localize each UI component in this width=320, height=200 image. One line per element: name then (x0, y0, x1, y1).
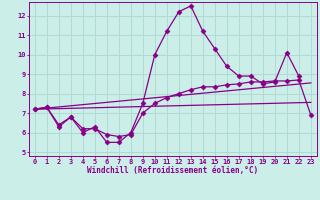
X-axis label: Windchill (Refroidissement éolien,°C): Windchill (Refroidissement éolien,°C) (87, 166, 258, 175)
